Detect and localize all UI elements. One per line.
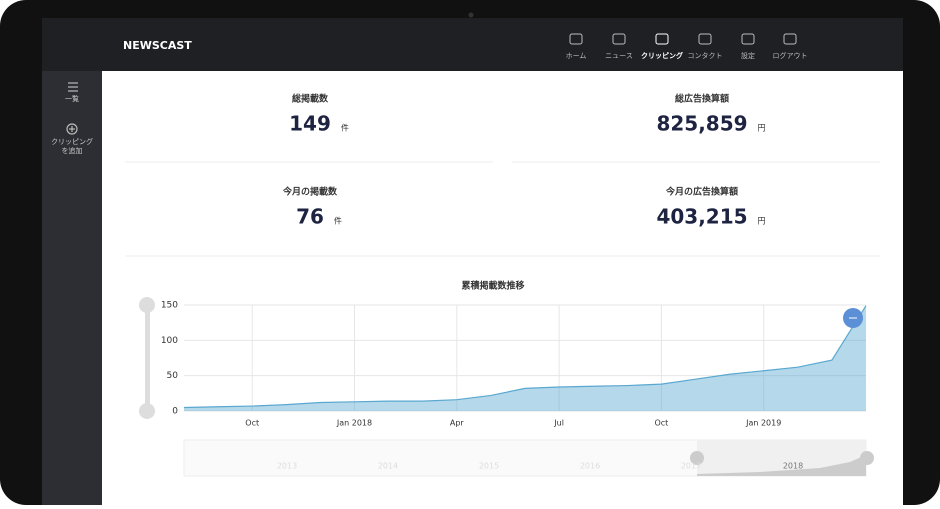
stat-label: 今月の掲載数 — [282, 186, 338, 198]
navigator-label: 2018 — [783, 462, 803, 471]
navigator-label: 2014 — [378, 462, 398, 471]
navigator-label: 2015 — [479, 462, 499, 471]
stat-label: 総掲載数 — [292, 93, 329, 105]
y-tick-label: 0 — [172, 407, 178, 417]
camera — [468, 12, 474, 18]
y-tick-label: 50 — [167, 371, 179, 381]
x-tick-label: Jan 2018 — [336, 419, 372, 428]
nav-icon — [655, 33, 669, 45]
stat-unit: 円 — [758, 217, 766, 226]
stat-unit: 円 — [758, 124, 766, 133]
brand[interactable]: NEWSCAST — [123, 39, 192, 52]
stat-value: 76 — [296, 205, 324, 229]
chart-title: 累積掲載数推移 — [461, 280, 524, 292]
sidebar — [42, 71, 102, 505]
navigator-label: 2016 — [580, 462, 600, 471]
navigator-label: 2017 — [681, 462, 701, 471]
navigator-handle[interactable] — [860, 451, 874, 465]
nav-item[interactable]: 設定 — [741, 51, 755, 60]
y-tick-label: 100 — [161, 336, 178, 346]
x-tick-label: Jul — [553, 419, 564, 428]
nav-icon — [569, 33, 583, 45]
stat-unit: 件 — [334, 216, 342, 226]
x-tick-label: Oct — [245, 419, 259, 428]
nav-item[interactable]: ニュース — [605, 52, 633, 60]
nav-item[interactable]: クリッピング — [641, 51, 683, 60]
navigator-label: 2013 — [277, 462, 297, 471]
range-slider[interactable] — [145, 305, 150, 411]
slider-handle[interactable] — [139, 297, 155, 313]
sidebar-icons — [66, 82, 78, 135]
sidebar-item[interactable]: 一覧 — [65, 94, 79, 103]
area-fill — [184, 305, 866, 411]
nav-icon — [741, 33, 755, 45]
slider-handle[interactable] — [139, 403, 155, 419]
stat-value: 403,215 — [656, 205, 747, 229]
y-tick-label: 150 — [161, 301, 178, 311]
area-line — [183, 305, 867, 409]
nav-item[interactable]: ログアウト — [773, 51, 808, 60]
nav-icon — [612, 33, 626, 45]
display — [42, 18, 903, 505]
nav-icon — [783, 33, 797, 45]
x-tick-label: Jan 2019 — [745, 419, 781, 428]
x-tick-label: Apr — [450, 419, 465, 428]
header — [42, 18, 903, 71]
dividers — [125, 161, 880, 257]
sidebar-item[interactable]: を追加 — [62, 146, 83, 155]
stat-value: 825,859 — [656, 112, 747, 136]
stat-unit: 件 — [341, 123, 349, 133]
navigator-series — [697, 455, 866, 476]
nav-item[interactable]: コンタクト — [688, 51, 723, 60]
x-tick-label: Oct — [654, 419, 668, 428]
navigator-handle[interactable] — [690, 451, 704, 465]
sidebar-item[interactable]: クリッピング — [51, 137, 93, 146]
stat-value: 149 — [289, 112, 331, 136]
nav-icon — [698, 33, 712, 45]
stat-label: 総広告換算額 — [675, 93, 729, 105]
stat-label: 今月の広告換算額 — [665, 186, 738, 198]
nav-item[interactable]: ホーム — [566, 52, 587, 60]
